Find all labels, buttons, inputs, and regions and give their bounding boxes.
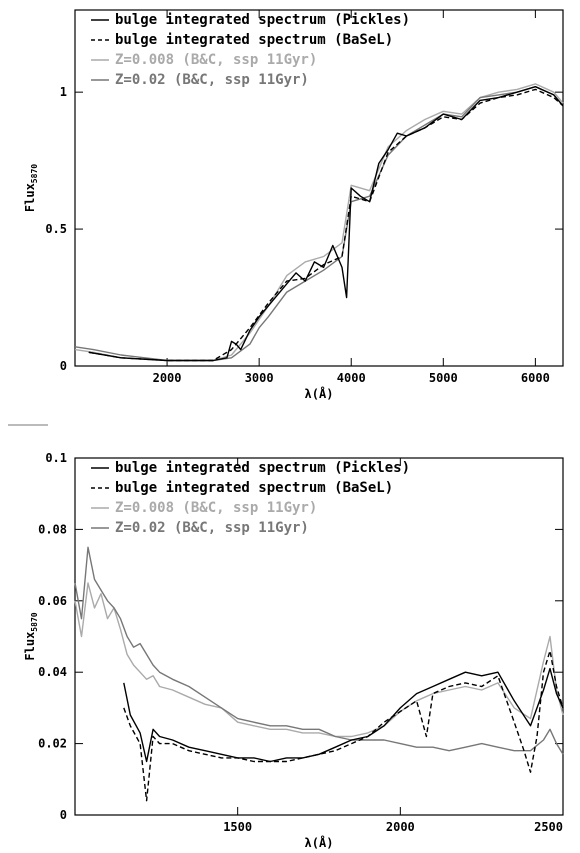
legend-label-3: Z=0.008 (B&C, ssp 11Gyr) [115,52,317,68]
x-tick-label: 2500 [534,820,563,834]
y-axis-label-subscript: 5870 [30,164,39,183]
x-tick-label: 2000 [386,820,415,834]
x-tick-label: 3000 [245,371,274,385]
legend-label-1: bulge integrated spectrum (Pickles) [115,12,410,28]
x-tick-label: 4000 [337,371,366,385]
series-line-1 [123,667,564,763]
y-tick-label: 0 [60,808,67,822]
y-tick-label: 0.1 [45,451,67,465]
y-tick-label: 0.02 [38,737,67,751]
series-line-3 [74,582,564,738]
series-line-4 [74,85,564,362]
legend-label-4: Z=0.02 (B&C, ssp 11Gyr) [115,520,309,536]
y-tick-label: 0.04 [38,665,67,679]
series-line-3 [74,83,564,362]
series-line-4 [74,546,564,755]
y-tick-label: 0 [60,359,67,373]
y-tick-label: 0.06 [38,594,67,608]
y-tick-label: 0.5 [45,222,67,236]
x-axis-label: λ(Å) [305,386,334,401]
x-axis-label: λ(Å) [305,835,334,850]
legend-label-2: bulge integrated spectrum (BaSeL) [115,480,393,496]
series-line-1 [88,85,564,362]
y-tick-label: 0.08 [38,522,67,536]
legend-label-1: bulge integrated spectrum (Pickles) [115,460,410,476]
plot-frame-2 [74,457,564,816]
series-line-2 [88,88,564,362]
y-tick-label: 1 [60,85,67,99]
legend-label-3: Z=0.008 (B&C, ssp 11Gyr) [115,500,317,516]
y-axis-label: Flux5870 [23,164,39,212]
x-tick-label: 1500 [223,820,252,834]
legend-label-2: bulge integrated spectrum (BaSeL) [115,32,393,48]
y-axis-label: Flux5870 [23,612,39,660]
plot-frame-1 [74,9,564,367]
legend-label-4: Z=0.02 (B&C, ssp 11Gyr) [115,72,309,88]
series-line-2 [123,650,564,802]
x-tick-label: 6000 [521,371,550,385]
y-axis-label-subscript: 5870 [30,612,39,631]
x-tick-label: 2000 [153,371,182,385]
x-tick-label: 5000 [429,371,458,385]
